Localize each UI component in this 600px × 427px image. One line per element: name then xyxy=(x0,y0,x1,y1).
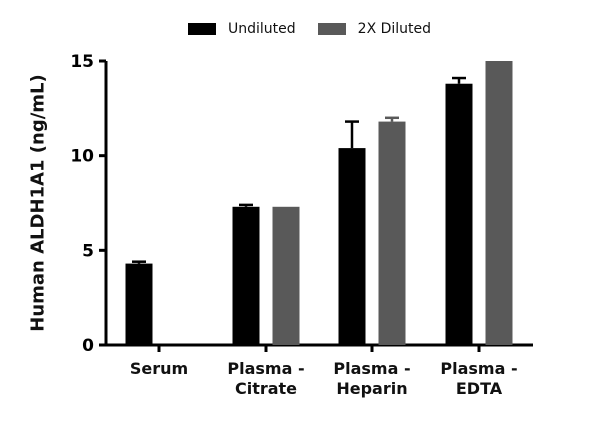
bar-1-2 xyxy=(378,121,406,345)
legend-item-2x-diluted: 2X Diluted xyxy=(317,21,432,37)
legend-item-undiluted: Undiluted xyxy=(188,21,296,37)
legend: Undiluted 2X Diluted xyxy=(188,21,453,37)
y-tick-label-3: 15 xyxy=(70,52,94,72)
y-tick-label-1: 5 xyxy=(82,241,94,261)
x-tick-label-heparin-line1: Plasma - xyxy=(333,359,411,378)
bar-1-1 xyxy=(272,206,300,345)
x-tick-label-citrate-line2: Citrate xyxy=(234,379,298,398)
x-tick-label-heparin-line2: Heparin xyxy=(336,379,408,398)
x-tick-label-edta-line1: Plasma - xyxy=(440,359,518,378)
x-tick-label-serum-line1: Serum xyxy=(129,359,189,378)
bar-0-0 xyxy=(125,263,153,345)
y-tick-label-2: 10 xyxy=(70,147,94,167)
bar-0-1 xyxy=(232,206,260,345)
bar-1-3 xyxy=(485,61,513,345)
legend-label-undiluted: Undiluted xyxy=(228,21,296,37)
bar-0-3 xyxy=(445,83,473,345)
x-tick-label-edta-line2: EDTA xyxy=(455,379,503,398)
legend-swatch-undiluted xyxy=(188,23,216,35)
x-tick-label-heparin: Plasma - Heparin xyxy=(317,359,427,399)
x-tick-label-edta: Plasma - EDTA xyxy=(424,359,534,399)
x-tick-label-citrate: Plasma - Citrate xyxy=(211,359,321,399)
legend-label-2x-diluted: 2X Diluted xyxy=(357,21,432,37)
x-tick-label-citrate-line1: Plasma - xyxy=(227,359,305,378)
legend-swatch-2x-diluted xyxy=(317,23,346,35)
y-tick-label-0: 0 xyxy=(82,336,94,356)
x-tick-label-serum: Serum xyxy=(104,359,214,379)
bar-0-2 xyxy=(338,148,366,345)
